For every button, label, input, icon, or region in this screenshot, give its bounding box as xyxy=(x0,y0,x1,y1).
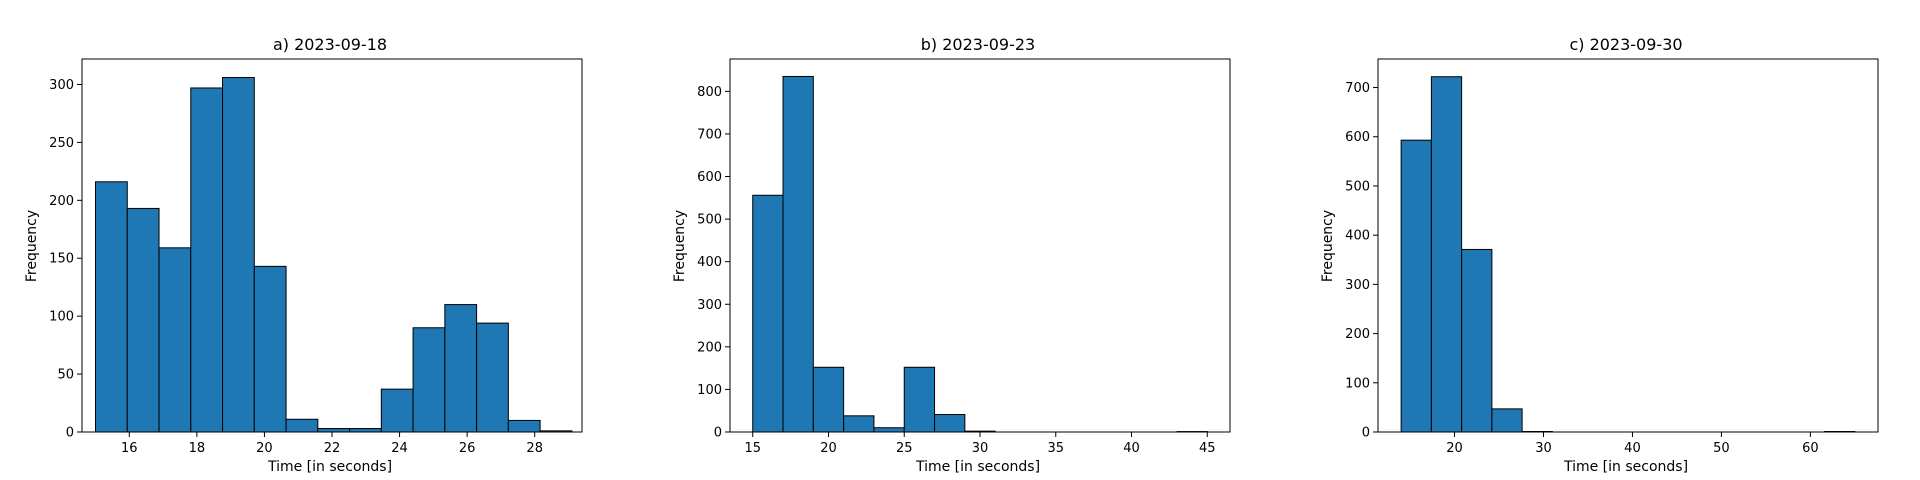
y-tick-label: 400 xyxy=(697,255,722,270)
x-tick-label: 18 xyxy=(189,441,206,456)
histogram-bar xyxy=(507,419,541,433)
y-tick-label: 700 xyxy=(697,127,722,142)
histogram-panel-a: a) 2023-09-18 Time [in seconds] Frequenc… xyxy=(24,35,583,475)
y-tick-label: 0 xyxy=(1362,426,1370,441)
x-tick-label: 30 xyxy=(1535,441,1552,456)
x-tick-label: 24 xyxy=(391,441,408,456)
histogram-bar xyxy=(812,366,845,433)
x-tick-label: 20 xyxy=(256,441,273,456)
histogram-bar xyxy=(158,247,192,433)
y-axis-label: Frequency xyxy=(672,210,688,282)
y-tick-label: 100 xyxy=(1345,376,1370,391)
x-tick-label: 15 xyxy=(744,441,761,456)
y-tick-label: 100 xyxy=(697,383,722,398)
x-tick-label: 30 xyxy=(972,441,989,456)
histogram-bar xyxy=(222,77,255,433)
y-tick-label: 200 xyxy=(1345,327,1370,342)
histogram-bar xyxy=(873,427,905,433)
x-tick-label: 50 xyxy=(1713,441,1730,456)
y-tick-label: 300 xyxy=(1345,278,1370,293)
histogram-panel-c: c) 2023-09-30 Time [in seconds] Frequenc… xyxy=(1320,35,1879,475)
x-tick-label: 25 xyxy=(896,441,913,456)
chart-title: a) 2023-09-18 xyxy=(273,35,387,54)
y-tick-label: 600 xyxy=(697,170,722,185)
plot-frame xyxy=(1377,58,1879,433)
y-axis-label: Frequency xyxy=(24,210,40,282)
histogram-bar xyxy=(782,75,814,433)
x-axis-label: Time [in seconds] xyxy=(915,459,1040,475)
y-tick-label: 700 xyxy=(1345,81,1370,96)
histogram-bar xyxy=(903,366,936,433)
histogram-bar xyxy=(843,415,875,433)
histogram-bar xyxy=(253,265,287,433)
histogram-bar xyxy=(1491,408,1523,433)
y-tick-label: 300 xyxy=(49,78,74,93)
y-tick-label: 300 xyxy=(697,298,722,313)
x-tick-label: 60 xyxy=(1802,441,1819,456)
chart-title: b) 2023-09-23 xyxy=(921,35,1035,54)
y-tick-label: 800 xyxy=(697,85,722,100)
histogram-bar xyxy=(317,428,351,433)
x-tick-label: 40 xyxy=(1624,441,1641,456)
chart-title: c) 2023-09-30 xyxy=(1569,35,1682,54)
histogram-bar xyxy=(412,327,446,433)
histogram-bar xyxy=(1430,76,1463,433)
y-tick-label: 600 xyxy=(1345,130,1370,145)
x-tick-label: 28 xyxy=(526,441,543,456)
histogram-bar xyxy=(190,87,224,433)
y-tick-label: 0 xyxy=(66,426,74,441)
histogram-bar xyxy=(752,194,784,433)
y-tick-label: 50 xyxy=(57,368,74,383)
x-tick-label: 20 xyxy=(1446,441,1463,456)
x-tick-label: 20 xyxy=(820,441,837,456)
x-tick-label: 35 xyxy=(1047,441,1064,456)
x-axis-label: Time [in seconds] xyxy=(267,459,392,475)
histogram-bar xyxy=(444,304,478,433)
histogram-bar xyxy=(934,414,966,433)
histogram-bar xyxy=(476,322,509,433)
x-tick-label: 26 xyxy=(459,441,476,456)
y-tick-label: 200 xyxy=(697,340,722,355)
histogram-bar xyxy=(95,181,128,433)
x-tick-label: 16 xyxy=(121,441,138,456)
histogram-bar xyxy=(126,207,160,433)
histogram-bar xyxy=(380,388,414,433)
histogram-panel-b: b) 2023-09-23 Time [in seconds] Frequenc… xyxy=(672,35,1231,475)
y-tick-label: 200 xyxy=(49,194,74,209)
y-tick-label: 400 xyxy=(1345,229,1370,244)
y-axis-label: Frequency xyxy=(1320,210,1336,282)
y-tick-label: 0 xyxy=(714,426,722,441)
y-tick-label: 250 xyxy=(49,136,74,151)
y-tick-label: 100 xyxy=(49,310,74,325)
histogram-bar xyxy=(1461,248,1493,433)
x-axis-label: Time [in seconds] xyxy=(1563,459,1688,475)
y-tick-label: 150 xyxy=(49,252,74,267)
histogram-bar xyxy=(285,418,319,433)
y-tick-label: 500 xyxy=(1345,179,1370,194)
x-tick-label: 40 xyxy=(1123,441,1140,456)
x-tick-label: 22 xyxy=(324,441,341,456)
y-tick-label: 500 xyxy=(697,213,722,228)
histogram-bar xyxy=(349,428,382,433)
histogram-bar xyxy=(1400,139,1432,433)
x-tick-label: 45 xyxy=(1199,441,1216,456)
